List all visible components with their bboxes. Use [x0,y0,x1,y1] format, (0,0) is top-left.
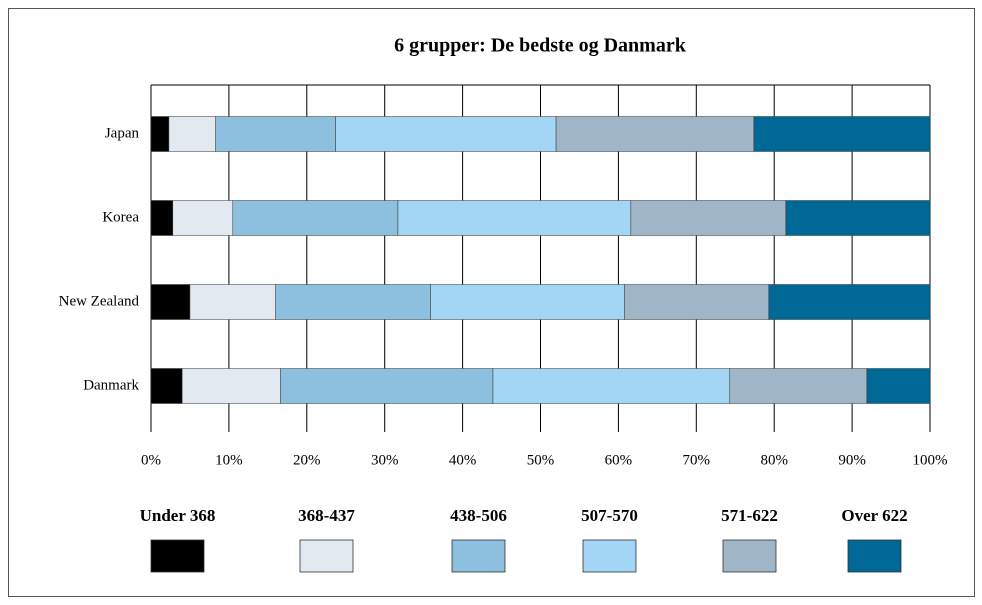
legend-label: Over 622 [841,506,907,525]
y-tick-label: Japan [105,125,140,141]
x-tick-label: 0% [141,452,161,468]
legend-label: Under 368 [140,506,216,525]
x-tick-label: 80% [760,452,788,468]
x-tick-label: 100% [913,452,948,468]
bar-segment [150,284,191,320]
legend-swatch [722,539,777,573]
x-tick-label: 10% [215,452,243,468]
y-tick-label: Korea [102,209,139,225]
legend-swatch [451,539,506,573]
bar-segment [150,116,170,152]
bar-segment [630,200,787,236]
x-tick-label: 60% [605,452,633,468]
legend-swatch [150,539,205,573]
legend-swatch [847,539,902,573]
legend-swatch [299,539,354,573]
y-tick-label: Danmark [83,377,139,393]
bar-segment [150,200,174,236]
bar-segment [768,284,931,320]
bar-segment [785,200,931,236]
bar-segment [168,116,216,152]
legend-label: 571-622 [721,506,778,525]
bar-segment [555,116,755,152]
bar-segment [181,368,281,404]
bar-segment [624,284,769,320]
x-tick-label: 20% [293,452,321,468]
legend-label: 368-437 [298,506,355,525]
bar-segment [215,116,336,152]
bar-segment [430,284,625,320]
bar-segment [335,116,557,152]
bar-segment [492,368,731,404]
legend-label: 507-570 [581,506,638,525]
bar-segment [866,368,931,404]
bar-segment [280,368,494,404]
bar-segment [189,284,276,320]
bar-segment [172,200,234,236]
x-tick-label: 40% [449,452,477,468]
legend-swatch [582,539,637,573]
chart-title: 6 grupper: De bedste og Danmark [394,35,687,57]
legend-label: 438-506 [450,506,507,525]
x-tick-label: 90% [838,452,866,468]
x-tick-label: 70% [683,452,711,468]
x-tick-label: 30% [371,452,399,468]
bar-segment [275,284,431,320]
bar-segment [150,368,183,404]
y-tick-label: New Zealand [59,293,140,309]
bar-segment [232,200,399,236]
bar-segment [397,200,632,236]
frame [8,8,975,597]
x-tick-label: 50% [527,452,555,468]
bar-segment [729,368,868,404]
bar-segment [753,116,931,152]
